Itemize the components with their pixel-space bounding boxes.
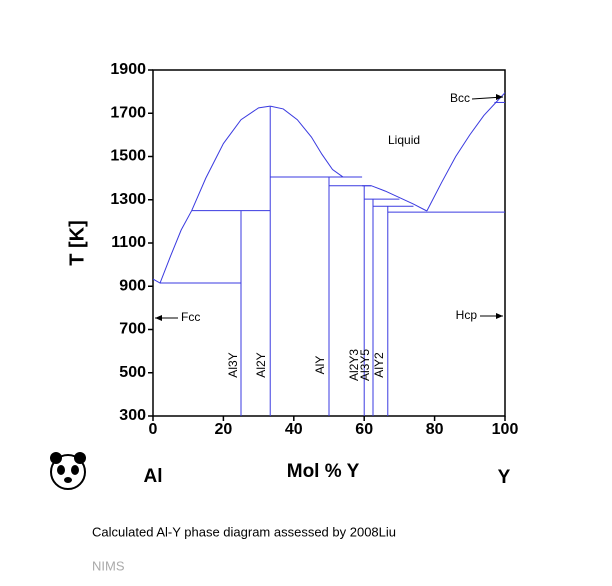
x-tick-label: 60 (355, 421, 373, 438)
phase-boundary (270, 105, 344, 178)
phase-label: Al3Y (226, 352, 240, 377)
arrow-head (496, 313, 503, 319)
phase-label: Al3Y5 (358, 349, 372, 381)
x-tick-label: 80 (426, 421, 444, 438)
y-tick-label: 1500 (110, 148, 146, 165)
annotation: Fcc (181, 310, 200, 324)
y-tick-label: 1100 (111, 234, 146, 251)
x-tick-label: 100 (492, 421, 519, 438)
y-tick-label: 500 (119, 364, 146, 381)
phase-boundary (152, 105, 271, 284)
right-end-label: Y (498, 467, 511, 488)
phase-label: AlY2 (372, 352, 386, 378)
x-tick-label: 20 (215, 421, 233, 438)
phase-boundary (362, 185, 428, 212)
arrow-head (496, 94, 503, 100)
phase-label: Al2Y3 (347, 349, 361, 381)
annotation: Liquid (388, 133, 420, 147)
y-tick-label: 900 (119, 277, 146, 294)
x-axis-label: Mol % Y (287, 461, 360, 482)
annotation: Bcc (450, 91, 470, 105)
x-tick-label: 40 (285, 421, 303, 438)
annotation: Hcp (456, 308, 478, 322)
y-tick-label: 1300 (110, 191, 146, 208)
left-end-label: Al (144, 466, 163, 487)
phase-boundary (426, 92, 506, 212)
y-tick-label: 300 (119, 407, 146, 424)
source: NIMS (92, 558, 125, 573)
phase-label: AlY (313, 356, 327, 375)
panda-icon (50, 452, 86, 490)
y-tick-label: 1700 (110, 104, 146, 121)
x-tick-label: 0 (149, 421, 158, 438)
phase-label: Al2Y (254, 352, 268, 377)
y-axis-label: T [K] (66, 220, 88, 266)
y-tick-label: 700 (119, 321, 146, 338)
caption: Calculated Al-Y phase diagram assessed b… (92, 524, 396, 539)
y-tick-label: 1900 (110, 61, 146, 78)
arrow-head (155, 315, 162, 321)
